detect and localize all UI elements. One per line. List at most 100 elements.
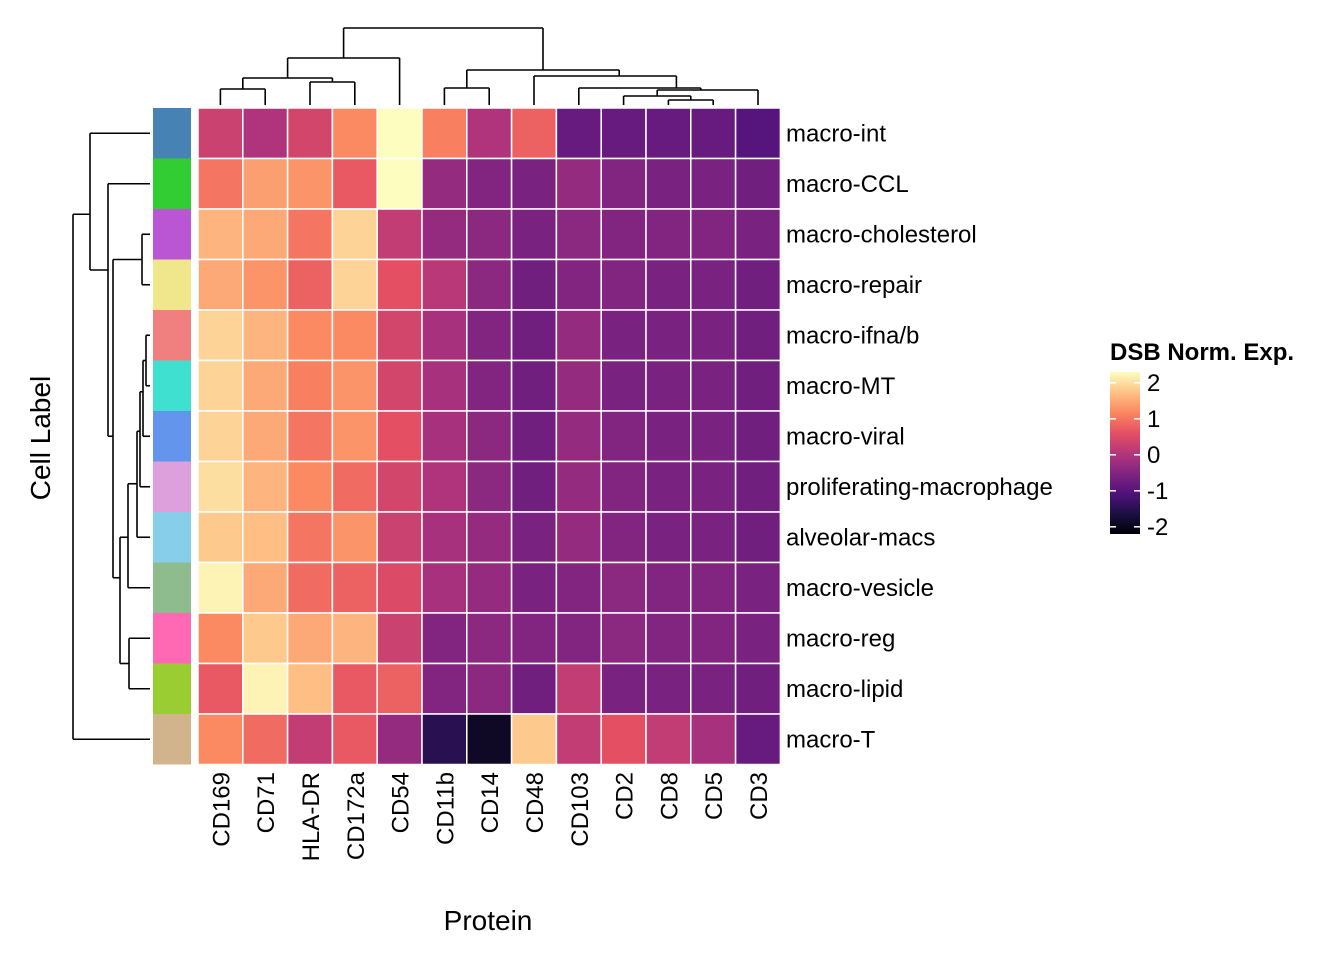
annotation-cell (153, 310, 191, 361)
y-axis-title: Cell Label (25, 376, 56, 501)
heatmap-cell (286, 258, 334, 311)
heatmap-cell (510, 662, 558, 715)
heatmap-cell (600, 561, 647, 614)
heatmap-cell (555, 107, 602, 160)
heatmap-cell (286, 460, 334, 513)
heatmap-cell (197, 561, 244, 614)
heatmap-cell (197, 309, 244, 362)
heatmap-cell (197, 511, 244, 564)
heatmap-cell (331, 612, 378, 665)
heatmap-cell (690, 460, 737, 513)
heatmap-cell (734, 208, 782, 261)
row-label: macro-vesicle (786, 575, 934, 602)
column-label: CD103 (567, 772, 594, 847)
heatmap-cell (690, 612, 737, 665)
row-label: alveolar-macs (786, 524, 935, 551)
heatmap-cell (331, 107, 378, 160)
heatmap-cell (555, 208, 602, 261)
heatmap-cell (510, 157, 558, 210)
annotation-cell (153, 512, 191, 563)
heatmap-cell (645, 511, 692, 564)
heatmap-cell (466, 662, 513, 715)
heatmap-cell (242, 511, 289, 564)
heatmap-cell (421, 107, 468, 160)
heatmap-cell (197, 107, 244, 160)
heatmap-cell (690, 258, 737, 311)
heatmap-cell (331, 359, 378, 412)
legend-tick-label: -2 (1147, 514, 1168, 541)
heatmap-cell (197, 157, 244, 210)
legend-tick-label: 1 (1147, 406, 1160, 433)
heatmap-cell (645, 612, 692, 665)
heatmap-cell (331, 208, 378, 261)
column-dendrogram (219, 27, 759, 105)
column-label: CD11b (432, 772, 459, 845)
column-label: CD2 (612, 772, 639, 820)
heatmap-cell (510, 107, 558, 160)
heatmap-cell (600, 460, 647, 513)
heatmap-cell (555, 157, 602, 210)
heatmap-cell (242, 208, 289, 261)
annotation-cell (153, 663, 191, 714)
heatmap-cell (734, 511, 782, 564)
heatmap-cell (331, 713, 378, 766)
heatmap-cell (197, 359, 244, 412)
column-label: CD54 (388, 772, 415, 833)
heatmap-cell (734, 460, 782, 513)
heatmap-cell (734, 561, 782, 614)
heatmap-cell (421, 561, 468, 614)
heatmap-cell (286, 612, 334, 665)
heatmap-cell (600, 157, 647, 210)
heatmap-cell (286, 107, 334, 160)
heatmap-cell (421, 410, 468, 463)
heatmap-cell (690, 309, 737, 362)
heatmap-cell (466, 713, 513, 766)
row-label: macro-int (786, 120, 886, 147)
heatmap-cell (645, 561, 692, 614)
row-labels: macro-int macro-CCL macro-cholesterol macro… (786, 120, 1053, 753)
heatmap-cell (286, 511, 334, 564)
heatmap-cell (466, 511, 513, 564)
heatmap-cell (555, 612, 602, 665)
heatmap-cell (376, 107, 423, 160)
x-axis-title: Protein (444, 905, 533, 936)
heatmap-cell (376, 157, 423, 210)
heatmap-cell (600, 662, 647, 715)
heatmap-cell (734, 309, 782, 362)
heatmap-cell (510, 309, 558, 362)
heatmap-cell (466, 309, 513, 362)
heatmap-cell (734, 612, 782, 665)
row-label: macro-T (786, 726, 876, 753)
heatmap-cell (555, 359, 602, 412)
heatmap-cell (555, 713, 602, 766)
heatmap-cell (331, 662, 378, 715)
heatmap-cell (197, 713, 244, 766)
heatmap-cell (286, 561, 334, 614)
heatmap-cell (690, 107, 737, 160)
row-label: macro-lipid (786, 676, 903, 703)
heatmap-cell (286, 157, 334, 210)
legend-tick-label: 2 (1147, 370, 1160, 397)
heatmap-cell (690, 511, 737, 564)
heatmap-cell (421, 309, 468, 362)
heatmap-cell (286, 359, 334, 412)
row-label: macro-repair (786, 272, 922, 299)
heatmap-cell (421, 662, 468, 715)
heatmap-cell (376, 612, 423, 665)
heatmap-cell (286, 410, 334, 463)
heatmap-cell (376, 410, 423, 463)
heatmap-cell (466, 157, 513, 210)
heatmap-cell (331, 460, 378, 513)
legend-tick-label: 0 (1147, 442, 1160, 469)
row-label: macro-MT (786, 373, 896, 400)
heatmap-cell (555, 662, 602, 715)
heatmap-cell (600, 612, 647, 665)
heatmap-cell (242, 410, 289, 463)
heatmap-cell (645, 460, 692, 513)
heatmap-cell (690, 561, 737, 614)
heatmap-cell (690, 359, 737, 412)
column-labels: CD169 CD71 HLA-DR CD172a CD54 CD11b CD14 CD48 CD… (208, 771, 773, 861)
column-label: CD169 (208, 772, 235, 847)
row-label: macro-ifna/b (786, 322, 919, 349)
column-label: CD48 (522, 772, 549, 833)
